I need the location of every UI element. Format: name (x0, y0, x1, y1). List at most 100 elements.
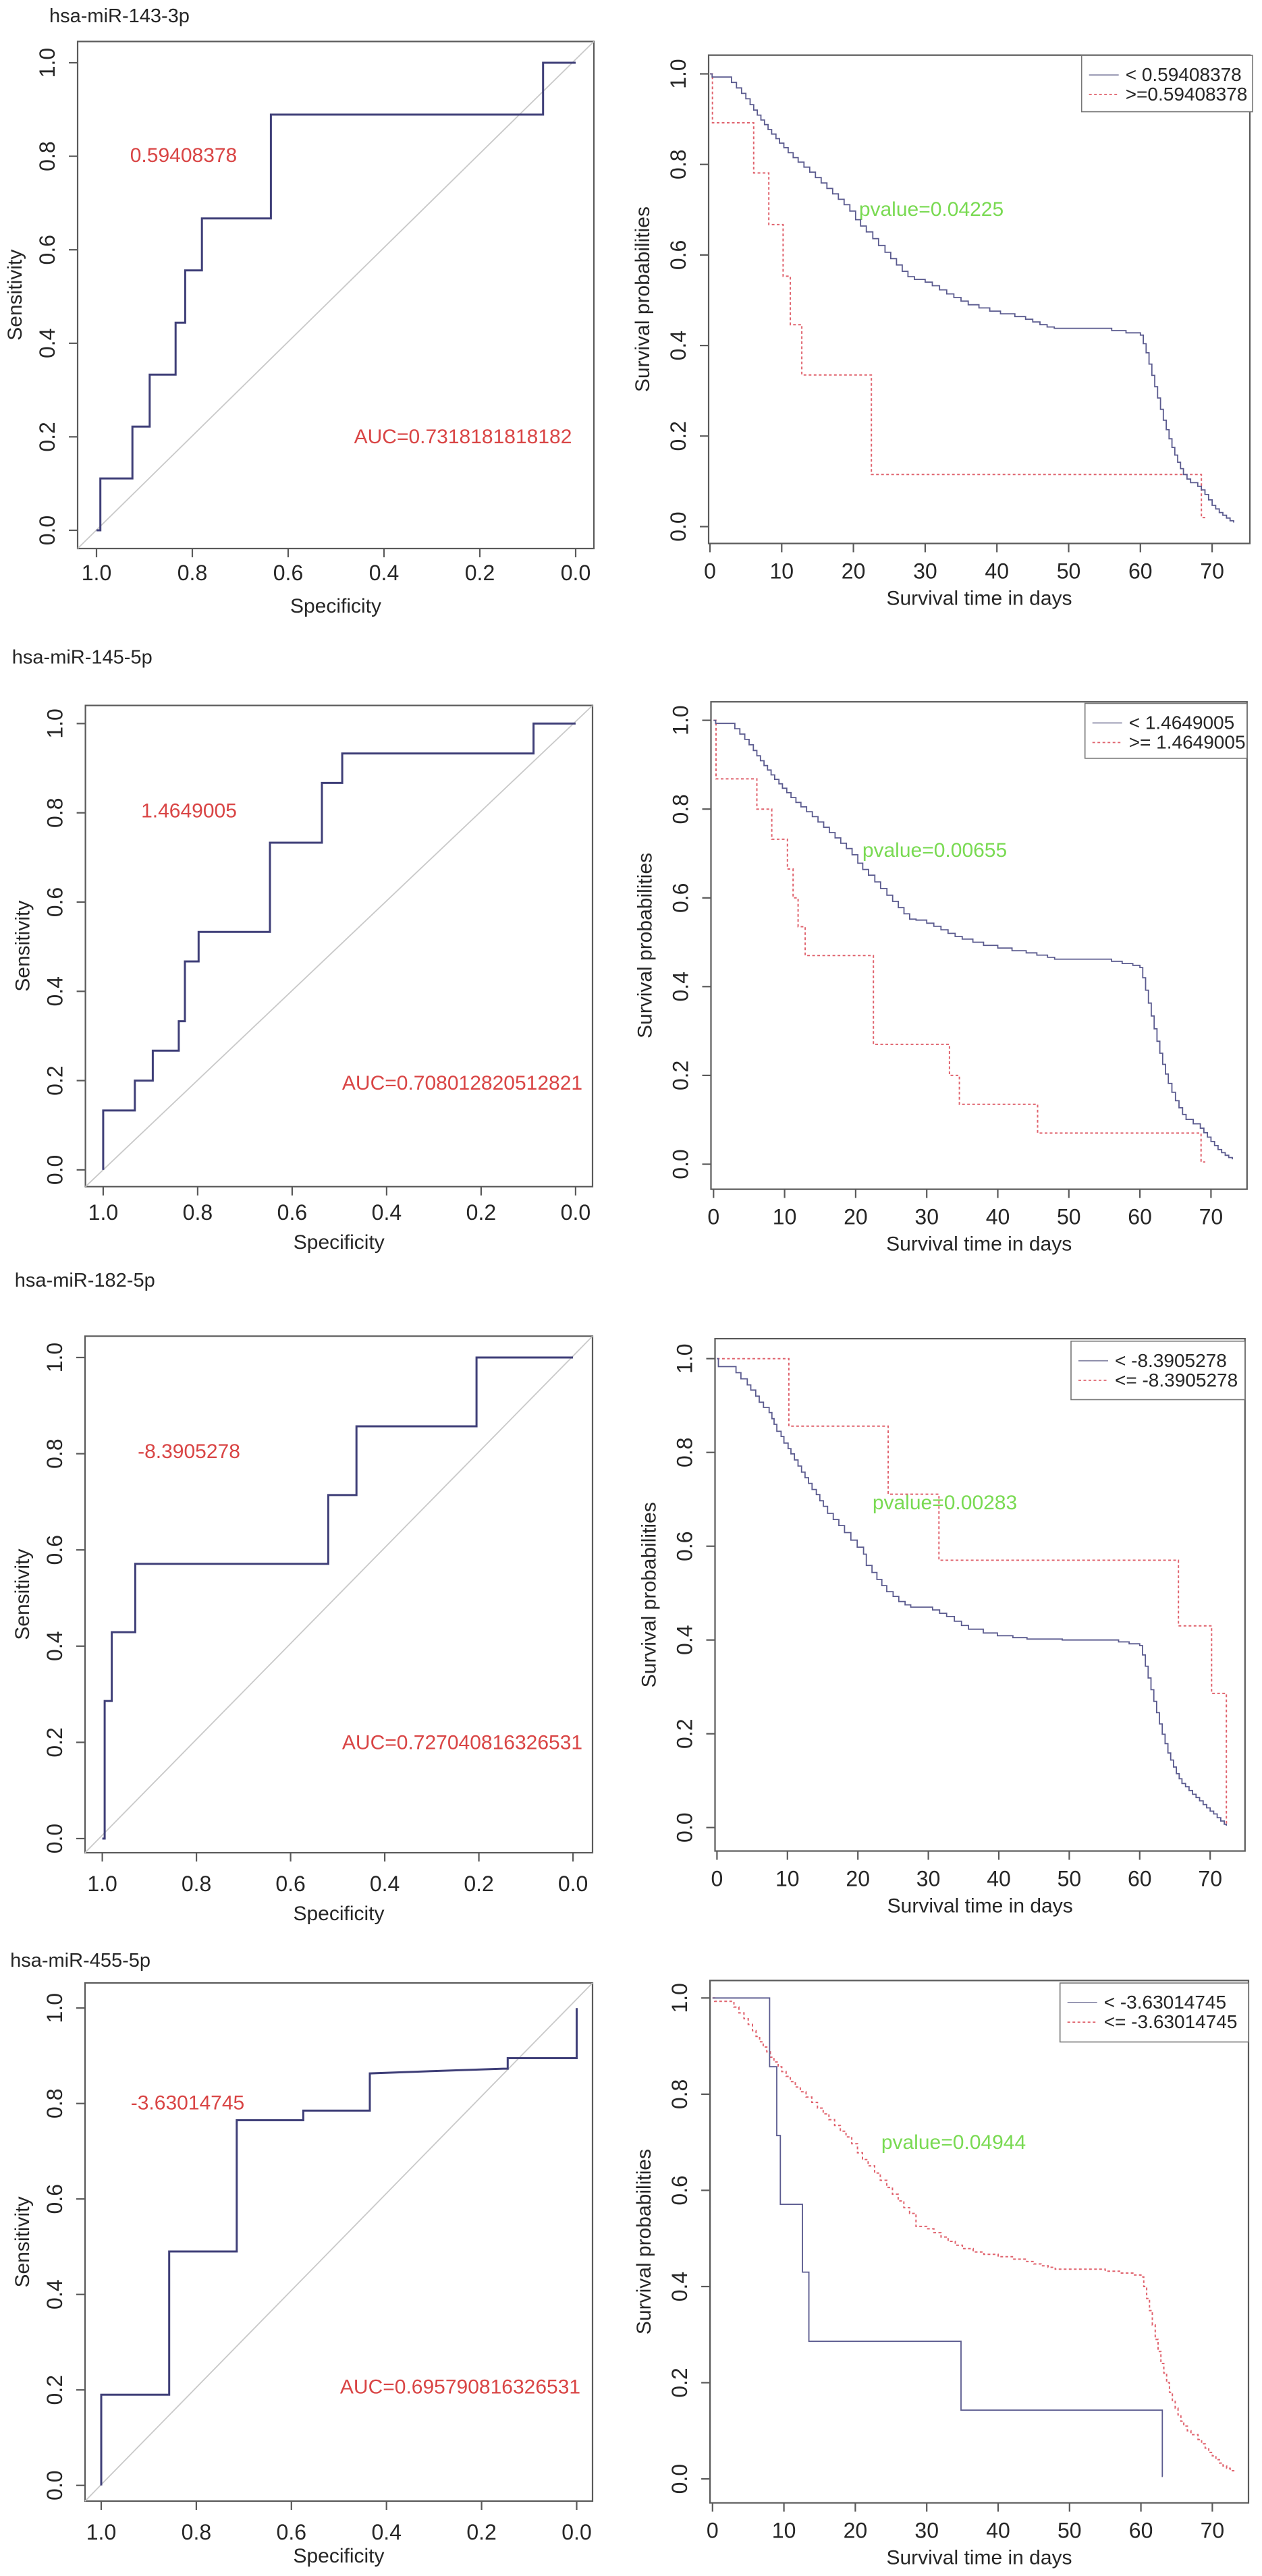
svg-text:hsa-miR-145-5p: hsa-miR-145-5p (12, 647, 153, 669)
svg-text:60: 60 (1128, 1867, 1152, 1891)
svg-text:< 1.4649005: < 1.4649005 (1129, 712, 1235, 733)
svg-text:0.0: 0.0 (667, 2464, 692, 2494)
svg-text:0.8: 0.8 (667, 2079, 692, 2109)
svg-text:0.8: 0.8 (666, 149, 690, 179)
svg-text:0.2: 0.2 (43, 1727, 67, 1757)
svg-text:AUC=0.7318181818182: AUC=0.7318181818182 (354, 426, 572, 448)
svg-text:0.6: 0.6 (667, 2175, 692, 2205)
svg-text:0.2: 0.2 (35, 422, 59, 451)
svg-text:30: 30 (914, 1205, 939, 1229)
svg-text:1.0: 1.0 (87, 1872, 117, 1896)
svg-text:Sensitivity: Sensitivity (11, 1549, 34, 1640)
svg-text:30: 30 (914, 2519, 939, 2543)
svg-text:Specificity: Specificity (290, 595, 381, 617)
svg-text:0.2: 0.2 (43, 1065, 67, 1095)
svg-text:0.6: 0.6 (277, 1200, 307, 1225)
svg-text:0.0: 0.0 (561, 1200, 591, 1225)
svg-text:< -3.63014745: < -3.63014745 (1104, 1992, 1226, 2013)
svg-text:0.2: 0.2 (466, 1200, 496, 1225)
svg-text:0.2: 0.2 (666, 421, 690, 451)
svg-text:0.6: 0.6 (277, 2520, 306, 2544)
svg-text:0: 0 (711, 1867, 723, 1891)
svg-text:0.6: 0.6 (273, 561, 303, 585)
svg-text:-3.63014745: -3.63014745 (131, 2092, 245, 2115)
svg-text:50: 50 (1058, 1867, 1082, 1891)
svg-text:0.8: 0.8 (43, 797, 67, 827)
svg-text:0.0: 0.0 (558, 1872, 588, 1896)
svg-text:<= -3.63014745: <= -3.63014745 (1104, 2011, 1238, 2032)
svg-text:30: 30 (913, 559, 937, 584)
svg-text:Survival time in days: Survival time in days (886, 1233, 1072, 1256)
svg-text:0.4: 0.4 (669, 972, 693, 1001)
svg-text:20: 20 (844, 1205, 868, 1229)
svg-text:0.8: 0.8 (43, 1438, 67, 1468)
svg-text:20: 20 (844, 2519, 868, 2543)
svg-text:0: 0 (704, 559, 716, 584)
svg-text:60: 60 (1129, 2519, 1153, 2543)
svg-text:0.0: 0.0 (666, 511, 690, 541)
svg-text:Survival probabilities: Survival probabilities (634, 853, 657, 1038)
svg-text:0.0: 0.0 (43, 1155, 67, 1185)
svg-text:0.0: 0.0 (673, 1812, 697, 1842)
svg-text:Sensitivity: Sensitivity (12, 901, 34, 992)
svg-text:pvalue=0.00655: pvalue=0.00655 (862, 839, 1007, 862)
svg-text:0.6: 0.6 (669, 883, 693, 913)
svg-text:Survival time in days: Survival time in days (886, 588, 1072, 610)
svg-text:0.59408378: 0.59408378 (130, 144, 238, 167)
svg-text:0.0: 0.0 (43, 1824, 67, 1853)
svg-text:0.2: 0.2 (465, 561, 495, 585)
svg-text:pvalue=0.04944: pvalue=0.04944 (881, 2131, 1026, 2154)
svg-text:0.8: 0.8 (183, 1200, 213, 1225)
svg-text:10: 10 (772, 2519, 796, 2543)
svg-text:0.2: 0.2 (667, 2368, 692, 2397)
svg-text:0.0: 0.0 (35, 515, 59, 545)
svg-text:0.0: 0.0 (561, 561, 591, 585)
svg-text:20: 20 (842, 559, 866, 584)
svg-text:0.2: 0.2 (466, 2520, 496, 2544)
svg-text:70: 70 (1199, 1205, 1224, 1229)
svg-text:0.8: 0.8 (182, 1872, 211, 1896)
svg-text:0.4: 0.4 (666, 331, 690, 360)
svg-text:0.8: 0.8 (35, 141, 59, 171)
svg-text:0.6: 0.6 (43, 2184, 67, 2214)
svg-text:1.0: 1.0 (35, 48, 59, 78)
svg-text:1.0: 1.0 (82, 561, 111, 585)
svg-text:1.0: 1.0 (88, 1200, 118, 1225)
svg-text:1.0: 1.0 (43, 1993, 67, 2023)
svg-text:0.6: 0.6 (35, 235, 59, 264)
svg-text:0.0: 0.0 (43, 2470, 67, 2500)
svg-text:Survival probabilities: Survival probabilities (632, 206, 654, 392)
svg-text:0.2: 0.2 (43, 2375, 67, 2405)
svg-text:40: 40 (986, 1205, 1010, 1229)
svg-text:Survival probabilities: Survival probabilities (638, 1502, 661, 1687)
svg-text:Specificity: Specificity (293, 2545, 384, 2567)
svg-text:pvalue=0.04225: pvalue=0.04225 (859, 198, 1004, 221)
svg-text:0.8: 0.8 (182, 2520, 211, 2544)
svg-text:0.6: 0.6 (43, 1535, 67, 1565)
svg-text:30: 30 (916, 1867, 941, 1891)
svg-text:50: 50 (1057, 559, 1081, 584)
svg-text:0.4: 0.4 (370, 1872, 400, 1896)
svg-text:AUC=0.695790816326531: AUC=0.695790816326531 (340, 2376, 580, 2399)
svg-text:0.6: 0.6 (673, 1531, 697, 1561)
svg-text:hsa-miR-143-3p: hsa-miR-143-3p (49, 5, 190, 27)
svg-text:0: 0 (707, 1205, 719, 1229)
svg-text:70: 70 (1201, 2519, 1225, 2543)
svg-text:< -8.3905278: < -8.3905278 (1115, 1350, 1227, 1371)
svg-text:1.4649005: 1.4649005 (141, 800, 237, 822)
svg-text:0.2: 0.2 (673, 1718, 697, 1748)
svg-text:0.0: 0.0 (669, 1149, 693, 1179)
svg-text:Survival time in days: Survival time in days (886, 2547, 1072, 2569)
svg-text:Sensitivity: Sensitivity (4, 250, 26, 341)
svg-text:Survival probabilities: Survival probabilities (633, 2149, 655, 2334)
svg-text:1.0: 1.0 (86, 2520, 116, 2544)
svg-text:hsa-miR-455-5p: hsa-miR-455-5p (10, 1950, 150, 1971)
svg-text:0.2: 0.2 (464, 1872, 493, 1896)
svg-text:1.0: 1.0 (43, 1343, 67, 1372)
svg-text:20: 20 (846, 1867, 870, 1891)
svg-text:pvalue=0.00283: pvalue=0.00283 (873, 1492, 1017, 1514)
svg-text:0.6: 0.6 (666, 240, 690, 270)
svg-text:AUC=0.727040816326531: AUC=0.727040816326531 (342, 1732, 582, 1754)
svg-text:1.0: 1.0 (43, 708, 67, 738)
svg-text:0.8: 0.8 (43, 2088, 67, 2118)
